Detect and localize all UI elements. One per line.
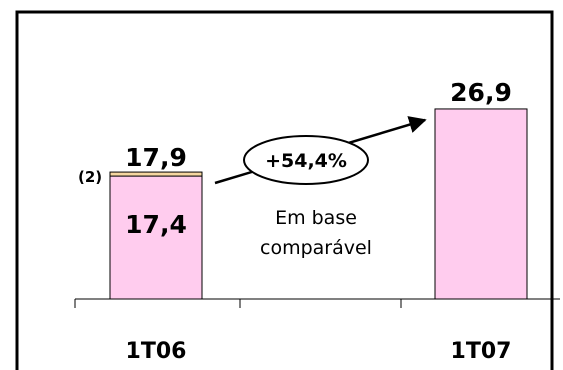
- bar-1t06-adjustment: [109, 171, 203, 177]
- category-label-1t07: 1T07: [451, 339, 512, 364]
- bar-1t07: [434, 108, 528, 300]
- chart-frame: [15, 10, 554, 370]
- total-label-1t06: 17,9: [125, 143, 187, 172]
- note-line-2: comparável: [260, 237, 372, 259]
- category-label-1t06: 1T06: [126, 339, 187, 364]
- bar-1t06-base: [109, 175, 203, 300]
- total-label-1t07: 26,9: [450, 78, 512, 107]
- adjustment-label-1t06: (2): [78, 168, 102, 186]
- growth-label: +54,4%: [265, 150, 347, 172]
- note-line-1: Em base: [275, 207, 357, 229]
- base-label-1t06: 17,4: [125, 210, 187, 239]
- growth-ellipse: [243, 135, 369, 185]
